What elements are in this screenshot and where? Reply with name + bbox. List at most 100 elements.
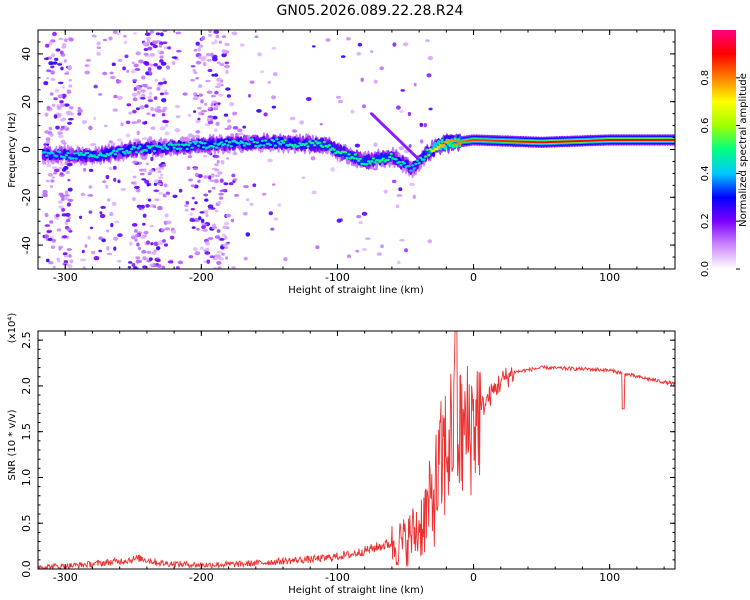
speckle — [340, 55, 346, 58]
speckle — [57, 81, 64, 85]
speckle — [59, 103, 65, 108]
speckle — [365, 237, 371, 240]
speckle — [198, 44, 204, 48]
band-cell — [352, 157, 356, 160]
speckle — [63, 103, 70, 107]
speckle — [83, 167, 87, 172]
speckle — [113, 177, 117, 182]
speckle — [61, 197, 65, 201]
band-cell — [298, 142, 302, 145]
band-cell — [76, 152, 80, 155]
speckle — [46, 163, 52, 168]
speckle — [217, 171, 223, 175]
speckle — [147, 99, 154, 103]
speckle — [128, 241, 133, 246]
speckle — [142, 213, 147, 218]
speckle — [167, 260, 174, 264]
speckle — [45, 43, 50, 48]
colorbar-tick-label: 0.0 — [700, 261, 711, 277]
speckle — [205, 52, 211, 57]
band-cell — [293, 143, 297, 146]
speckle — [187, 155, 193, 159]
colorbar-tick-label: 0.4 — [700, 165, 711, 181]
spectrogram-x-ticks: -300 -200 -100 0 100 — [37, 30, 665, 284]
speckle — [242, 125, 247, 129]
speckle — [164, 227, 171, 231]
speckle — [203, 154, 208, 158]
speckle — [213, 154, 220, 159]
band-cell — [113, 153, 117, 156]
speckle — [67, 187, 73, 192]
colorbar-tick-label: 0.8 — [700, 70, 711, 86]
speckle — [61, 235, 68, 239]
speckle — [42, 193, 48, 198]
snr-scale-note: (x10⁴) — [7, 313, 18, 344]
speckle — [226, 94, 231, 98]
speckle — [214, 174, 220, 177]
speckle — [361, 211, 368, 216]
band-cell — [201, 146, 206, 149]
speckle — [96, 51, 101, 56]
speckle — [204, 198, 209, 202]
speckle — [223, 235, 228, 240]
speckle — [136, 90, 141, 95]
speckle — [53, 114, 58, 119]
band-cell — [306, 145, 310, 148]
band-cell — [224, 139, 228, 143]
speckle — [163, 183, 168, 188]
speckle — [132, 175, 137, 179]
snr-y-ticks: 0.0 0.5 1.0 1.5 2.0 2.5 — [20, 331, 675, 578]
band-cell — [313, 144, 317, 147]
band-cell — [197, 144, 201, 147]
speckle — [61, 85, 65, 89]
band-cell — [174, 143, 178, 146]
speckle — [53, 168, 60, 173]
speckle — [156, 167, 162, 171]
speckle — [48, 126, 53, 131]
speckle — [88, 185, 93, 189]
tick-label: -40 — [20, 236, 33, 254]
speckle — [214, 105, 218, 109]
speckle — [399, 238, 405, 242]
speckle — [144, 120, 148, 125]
speckle — [58, 205, 64, 209]
speckle — [149, 263, 154, 267]
speckle — [134, 68, 141, 71]
band-cell — [115, 150, 119, 153]
speckle — [221, 35, 227, 38]
speckle — [160, 32, 164, 37]
speckle — [195, 130, 201, 134]
band-cell — [291, 145, 295, 148]
speckle — [51, 103, 56, 107]
speckle — [376, 252, 382, 256]
speckle — [135, 233, 139, 238]
band-cell — [363, 155, 367, 161]
speckle — [143, 257, 148, 261]
band-cell — [304, 142, 308, 145]
band-cell — [379, 159, 384, 162]
band-cell — [226, 144, 230, 147]
speckle — [214, 128, 218, 133]
speckle — [66, 111, 73, 116]
speckle — [150, 156, 154, 162]
band-cell — [365, 163, 369, 166]
band-cell — [84, 155, 88, 161]
speckle — [109, 211, 114, 217]
speckle — [213, 30, 220, 34]
speckle — [208, 30, 212, 34]
speckle — [330, 167, 335, 172]
speckle — [199, 211, 205, 214]
speckle — [184, 208, 189, 212]
speckle — [46, 69, 52, 73]
speckle — [45, 57, 49, 60]
speckle — [117, 233, 123, 238]
speckle — [136, 242, 140, 247]
speckle — [59, 118, 65, 122]
speckle — [191, 196, 195, 200]
speckle — [187, 113, 192, 117]
speckle — [56, 217, 60, 220]
speckle — [49, 185, 54, 189]
speckle — [47, 238, 53, 241]
speckle — [190, 65, 196, 68]
speckle — [84, 244, 88, 248]
